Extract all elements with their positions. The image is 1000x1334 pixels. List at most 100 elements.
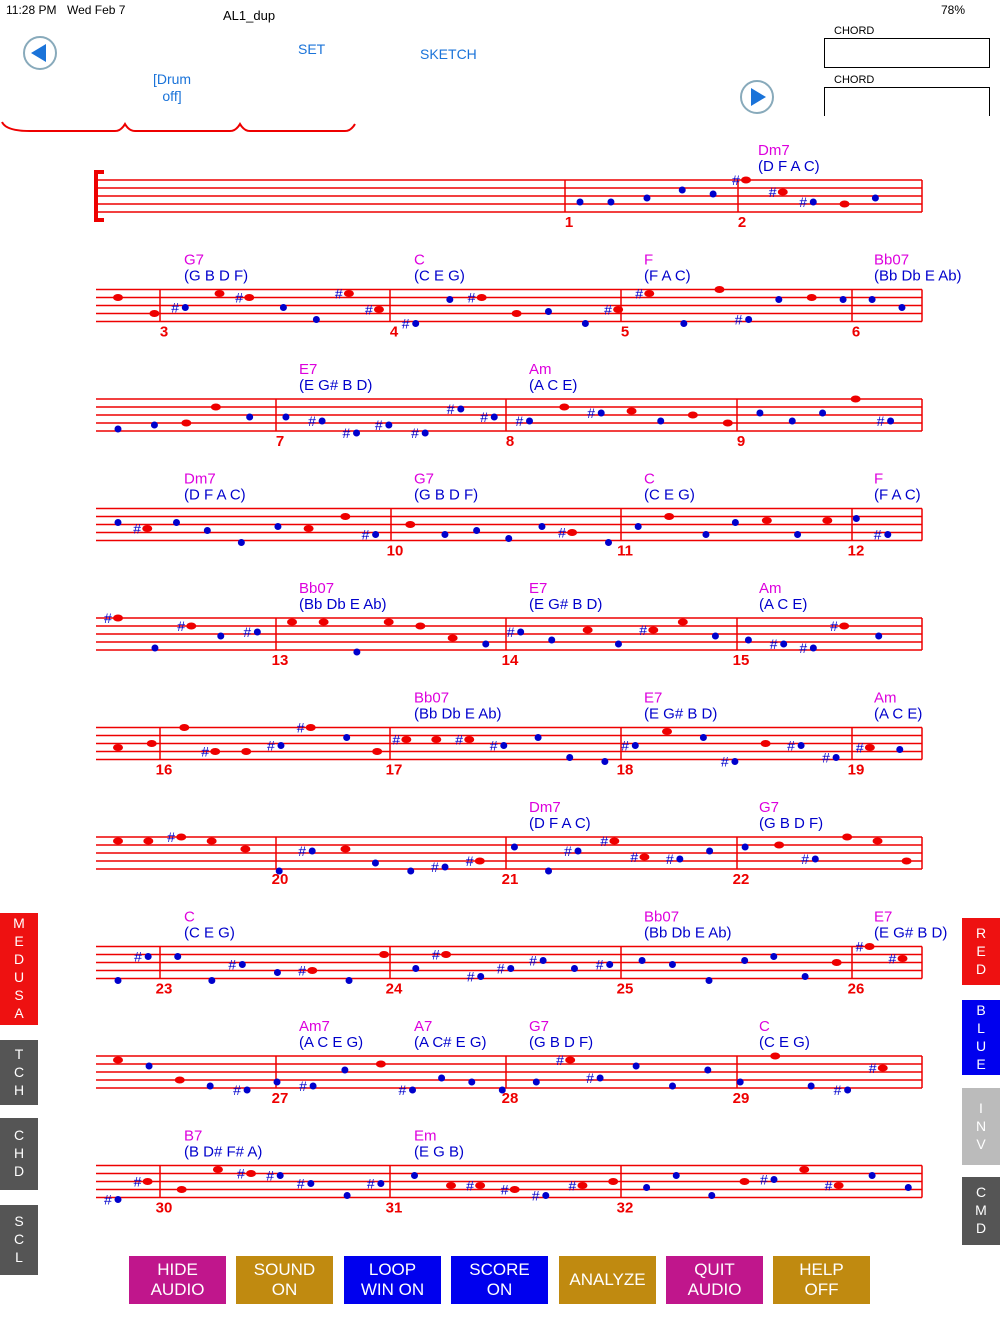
left-tab[interactable]: MEDUSA xyxy=(0,913,38,1025)
chord-notes: (A C# E G) xyxy=(414,1034,487,1051)
note xyxy=(582,626,593,634)
sharp: # xyxy=(568,1178,576,1194)
left-tab[interactable]: SCL xyxy=(0,1205,38,1275)
sharp: # xyxy=(237,1166,245,1182)
sharp: # xyxy=(298,843,306,859)
note xyxy=(241,748,252,755)
note xyxy=(780,640,788,648)
note xyxy=(875,632,883,640)
chord-name: F xyxy=(874,471,883,488)
chord-input[interactable] xyxy=(824,87,990,116)
note xyxy=(678,186,686,194)
note xyxy=(760,740,771,747)
sharp: # xyxy=(787,738,795,754)
drum-toggle[interactable]: [Drum off] xyxy=(152,71,192,104)
right-tab[interactable]: INV xyxy=(962,1088,1000,1165)
note xyxy=(544,308,552,315)
chord-notes: (G B D F) xyxy=(414,487,478,504)
note xyxy=(405,521,416,528)
note xyxy=(702,531,710,538)
chord-notes: (C E G) xyxy=(759,1034,810,1051)
note xyxy=(570,965,578,972)
sharp: # xyxy=(721,754,729,770)
note xyxy=(206,1082,214,1090)
note xyxy=(477,973,485,980)
measure-number: 10 xyxy=(387,543,404,560)
footer-button[interactable]: LOOP WIN ON xyxy=(344,1256,441,1304)
note xyxy=(672,1172,680,1179)
footer-button[interactable]: HELP OFF xyxy=(773,1256,870,1304)
sharp: # xyxy=(134,1174,142,1190)
chord-notes: (Bb Db E Ab) xyxy=(644,925,732,942)
note xyxy=(542,1192,550,1199)
chord-name: C xyxy=(759,1018,770,1035)
footer-button[interactable]: HIDE AUDIO xyxy=(129,1256,226,1304)
footer-button[interactable]: ANALYZE xyxy=(559,1256,656,1304)
note xyxy=(596,1074,604,1082)
note xyxy=(279,304,287,311)
chord-input[interactable] xyxy=(824,38,990,68)
note xyxy=(609,837,620,845)
footer-button[interactable]: SCORE ON xyxy=(451,1256,548,1304)
footer-button[interactable]: SOUND ON xyxy=(236,1256,333,1304)
note xyxy=(839,622,850,630)
note xyxy=(446,296,454,303)
note xyxy=(809,644,817,652)
note xyxy=(761,517,772,524)
chord-notes: (E G# B D) xyxy=(874,925,947,942)
sharp: # xyxy=(770,636,778,652)
note xyxy=(657,417,665,425)
note xyxy=(172,519,180,526)
sharp: # xyxy=(133,521,141,537)
chord-notes: (E G# B D) xyxy=(529,596,602,613)
right-tab[interactable]: BLUE xyxy=(962,1000,1000,1075)
chord-name: G7 xyxy=(414,471,434,488)
forward-arrow xyxy=(751,88,766,106)
sharp: # xyxy=(402,316,410,332)
note xyxy=(340,845,351,853)
chord-name: Bb07 xyxy=(874,252,909,269)
note xyxy=(704,1066,712,1074)
sharp: # xyxy=(877,413,885,429)
note xyxy=(731,519,739,526)
note xyxy=(142,1178,153,1185)
right-tab[interactable]: CMD xyxy=(962,1177,1000,1245)
note xyxy=(597,409,605,417)
note xyxy=(662,728,673,735)
left-tab[interactable]: TCH xyxy=(0,1040,38,1105)
note xyxy=(243,1086,251,1094)
note xyxy=(412,965,420,972)
status-date: Wed Feb 7 xyxy=(67,3,126,17)
note xyxy=(343,734,351,741)
note xyxy=(457,405,465,413)
sharp: # xyxy=(228,957,236,973)
note xyxy=(490,413,498,421)
note xyxy=(799,1166,810,1173)
note xyxy=(240,845,251,853)
note xyxy=(567,529,578,536)
set-button[interactable]: SET xyxy=(298,41,326,57)
note xyxy=(632,1062,640,1070)
left-tab[interactable]: CHD xyxy=(0,1118,38,1190)
sharp: # xyxy=(392,732,400,748)
note xyxy=(179,724,190,731)
note xyxy=(343,290,354,297)
note xyxy=(113,294,123,301)
footer-button[interactable]: QUIT AUDIO xyxy=(666,1256,763,1304)
note xyxy=(833,1182,844,1189)
note xyxy=(852,515,860,522)
chord-notes: (A C E) xyxy=(874,706,922,723)
sharp: # xyxy=(532,1188,540,1204)
note xyxy=(868,1172,876,1179)
note xyxy=(150,421,158,429)
sketch-button[interactable]: SKETCH xyxy=(420,46,477,62)
note xyxy=(510,843,518,851)
sharp: # xyxy=(735,312,743,328)
note xyxy=(343,1192,351,1199)
sharp: # xyxy=(411,425,419,441)
note xyxy=(379,951,390,958)
measure-number: 5 xyxy=(621,324,629,341)
note xyxy=(113,744,123,751)
right-tab[interactable]: RED xyxy=(962,918,1000,985)
